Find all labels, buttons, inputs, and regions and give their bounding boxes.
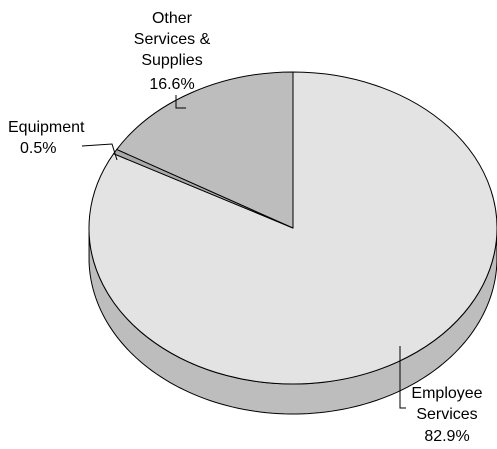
slice-value-2: 16.6% bbox=[149, 76, 194, 93]
slice-value-0: 82.9% bbox=[424, 428, 469, 445]
slice-label-2-line-1: Services & bbox=[134, 31, 211, 48]
slice-label-0-line-1: Services bbox=[416, 406, 477, 423]
leader-line-1 bbox=[81, 143, 118, 161]
slice-label-1-line-0: Equipment bbox=[8, 119, 85, 136]
slice-label-2-line-2: Supplies bbox=[141, 52, 202, 69]
slice-label-2-line-0: Other bbox=[152, 10, 193, 27]
slice-value-1: 0.5% bbox=[20, 140, 56, 157]
leader-line-2 bbox=[175, 95, 186, 109]
pie-slice-2 bbox=[116, 71, 294, 229]
slice-label-0-line-0: Employee bbox=[411, 385, 482, 402]
pie-slices bbox=[88, 71, 497, 385]
pie-labels: Employee Services 82.9% Equipment 0.5% Other S… bbox=[8, 10, 483, 445]
leader-line-0 bbox=[399, 346, 406, 409]
